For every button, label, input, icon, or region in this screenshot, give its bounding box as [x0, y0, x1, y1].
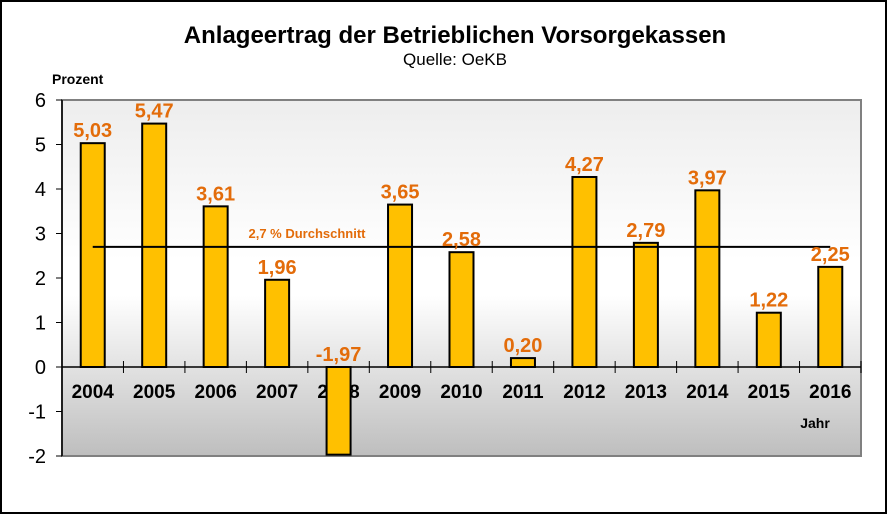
x-tick-label: 2014 — [686, 382, 729, 403]
x-axis-title: Jahr — [800, 415, 830, 431]
y-axis-title: Prozent — [52, 71, 104, 87]
x-tick-label: 2013 — [625, 382, 667, 403]
axes — [61, 100, 862, 456]
data-label: 3,65 — [381, 182, 420, 204]
bar-2009 — [387, 203, 414, 368]
bar-2016 — [817, 265, 844, 368]
y-tick-label: -1 — [28, 402, 46, 424]
y-tick-label: 4 — [35, 179, 46, 201]
data-label: 1,96 — [258, 257, 297, 279]
x-tick-label: 2011 — [502, 382, 544, 403]
y-tick-label: 5 — [35, 135, 46, 157]
bar-2007 — [264, 278, 291, 368]
data-label: 5,47 — [135, 101, 174, 123]
y-tick-label: 0 — [35, 357, 46, 379]
y-tick-label: 2 — [35, 268, 46, 290]
x-tick-label: 2007 — [256, 382, 298, 403]
average-line-group: 2,7 % Durchschnitt — [92, 226, 831, 248]
bar-2008 — [325, 366, 352, 456]
data-label: 2,25 — [811, 244, 850, 266]
bar-2006 — [202, 205, 229, 368]
y-tick-label: 6 — [35, 90, 46, 112]
bar-2015 — [755, 311, 782, 368]
x-tick-label: 2009 — [379, 382, 421, 403]
y-tick-label: 1 — [35, 313, 46, 335]
average-label: 2,7 % Durchschnitt — [248, 226, 366, 241]
x-tick-label: 2015 — [748, 382, 791, 403]
data-label: 2,58 — [442, 229, 481, 251]
data-label: 4,27 — [565, 154, 604, 176]
data-label: 1,22 — [749, 290, 788, 312]
x-tick-label: 2004 — [72, 382, 115, 403]
bar-2010 — [448, 251, 475, 368]
x-tick-label: 2010 — [440, 382, 482, 403]
bar-2013 — [632, 241, 659, 368]
data-label: 0,20 — [503, 335, 542, 357]
x-tick-label: 2016 — [809, 382, 851, 403]
data-label: -1,97 — [316, 344, 362, 366]
bar-2005 — [141, 122, 168, 368]
chart-subtitle: Quelle: OeKB — [403, 50, 507, 69]
data-label: 5,03 — [73, 120, 112, 142]
bars — [79, 122, 844, 456]
chart-title: Anlageertrag der Betrieblichen Vorsorgek… — [184, 22, 726, 49]
x-tick-label: 2005 — [133, 382, 176, 403]
y-tick-label: 3 — [35, 224, 46, 246]
y-tick-label: -2 — [28, 446, 46, 468]
bar-2004 — [79, 142, 106, 368]
x-tick-label: 2006 — [195, 382, 237, 403]
data-labels: 5,03 5,47 3,61 1,96 -1,97 3,65 2,58 0,20 4,27 2,7… — [73, 101, 849, 366]
data-label: 3,97 — [688, 167, 727, 189]
bar-2011 — [509, 357, 536, 369]
x-tick-label: 2012 — [563, 382, 605, 403]
data-label: 2,79 — [626, 220, 665, 242]
data-label: 3,61 — [196, 183, 235, 205]
y-axis-ticks: 6 5 4 3 2 1 0 -1 -2 — [28, 90, 62, 468]
plot-area — [61, 99, 862, 457]
bar-2014 — [694, 189, 721, 368]
bar-2012 — [571, 175, 598, 368]
